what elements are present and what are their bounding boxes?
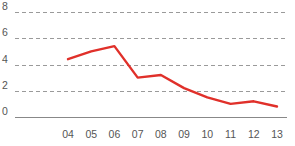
- x-tick-label: 07: [132, 128, 144, 140]
- x-tick-label: 13: [271, 128, 283, 140]
- grid-line: [15, 38, 287, 39]
- y-tick-label: 6: [2, 26, 8, 38]
- grid: [15, 13, 287, 118]
- grid-line: [15, 65, 287, 66]
- x-tick-label: 05: [85, 128, 97, 140]
- x-tick-label: 10: [201, 128, 213, 140]
- y-tick-label: 2: [2, 79, 8, 91]
- x-tick-label: 12: [248, 128, 260, 140]
- grid-line: [15, 12, 287, 13]
- series: [68, 46, 277, 106]
- y-tick-label: 0: [2, 105, 8, 117]
- x-tick-label: 08: [155, 128, 167, 140]
- x-tick-label: 04: [62, 128, 74, 140]
- y-tick-label: 8: [2, 0, 8, 12]
- x-tick-label: 06: [109, 128, 121, 140]
- line: [68, 46, 277, 106]
- x-tick-label: 09: [178, 128, 190, 140]
- chart-container: 0 2 4 6 8 04 05 06 07 08 09 10 11 12 13: [0, 0, 295, 146]
- chart-svg: 0 2 4 6 8 04 05 06 07 08 09 10 11 12 13: [0, 0, 295, 146]
- baseline: [15, 117, 287, 118]
- grid-line: [15, 91, 287, 92]
- x-tick-label: 11: [225, 128, 236, 140]
- y-tick-label: 4: [2, 53, 8, 65]
